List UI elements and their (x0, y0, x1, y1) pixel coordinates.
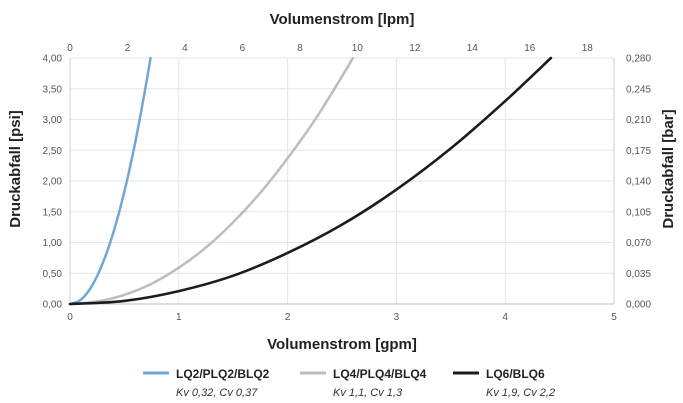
y-tick-label-right: 0,280 (626, 54, 651, 65)
x-tick-label-bottom: 5 (611, 312, 617, 323)
y-tick-label-left: 0,50 (43, 269, 63, 280)
series-line-lq6-blq6 (68, 56, 553, 306)
y-tick-label-right: 0,175 (626, 146, 651, 157)
x-axis-title-top: Volumenstrom [lpm] (270, 11, 415, 28)
legend-label-lq4-plq4-blq4: LQ4/PLQ4/BLQ4 (333, 367, 427, 381)
y-tick-label-right: 0,000 (626, 300, 651, 311)
legend-sublabel-lq6-blq6: Kv 1,9, Cv 2,2 (486, 387, 555, 399)
x-tick-label-top: 16 (524, 43, 536, 54)
x-tick-label-bottom: 4 (502, 312, 508, 323)
legend-label-lq6-blq6: LQ6/BLQ6 (486, 367, 545, 381)
y-tick-label-left: 2,00 (43, 177, 63, 188)
legend-label-lq2-plq2-blq2: LQ2/PLQ2/BLQ2 (176, 367, 270, 381)
y-tick-label-left: 3,00 (43, 115, 63, 126)
x-tick-label-top: 8 (297, 43, 303, 54)
series-line-lq2-plq2-blq2 (68, 56, 152, 306)
x-tick-label-top: 2 (125, 43, 131, 54)
x-tick-label-bottom: 2 (285, 312, 291, 323)
x-tick-label-top: 10 (352, 43, 364, 54)
x-tick-label-top: 18 (582, 43, 594, 54)
legend-sublabel-lq4-plq4-blq4: Kv 1,1, Cv 1,3 (333, 387, 403, 399)
series-line-lq4-plq4-blq4 (68, 56, 355, 306)
x-axis-title-bottom: Volumenstrom [gpm] (267, 336, 417, 353)
y-tick-label-left: 2,50 (43, 146, 63, 157)
x-tick-label-bottom: 1 (176, 312, 182, 323)
series-lines (68, 56, 553, 306)
y-tick-label-left: 0,00 (43, 300, 63, 311)
legend-sublabel-lq2-plq2-blq2: Kv 0,32, Cv 0,37 (176, 387, 258, 399)
axes: 0,00 0,000 0,50 0,035 1,00 0,070 1,50 0,105 2,00… (43, 43, 652, 323)
y-tick-label-left: 4,00 (43, 54, 63, 65)
y-tick-label-right: 0,210 (626, 115, 651, 126)
x-tick-label-top: 14 (467, 43, 479, 54)
x-tick-label-bottom: 0 (67, 312, 73, 323)
y-tick-label-left: 3,50 (43, 84, 63, 95)
y-axis-title-left: Druckabfall [psi] (7, 110, 24, 228)
y-tick-label-right: 0,070 (626, 238, 651, 249)
y-tick-label-right: 0,105 (626, 207, 651, 218)
y-axis-title-right: Druckabfall [bar] (660, 109, 677, 228)
y-tick-label-right: 0,245 (626, 84, 651, 95)
x-tick-label-top: 0 (67, 43, 73, 54)
y-tick-label-left: 1,00 (43, 238, 63, 249)
grid (69, 57, 615, 305)
legend: LQ2/PLQ2/BLQ2 Kv 0,32, Cv 0,37 LQ4/PLQ4/BL… (143, 367, 555, 399)
x-tick-label-bottom: 3 (394, 312, 400, 323)
x-tick-label-top: 6 (240, 43, 246, 54)
y-tick-label-right: 0,035 (626, 269, 651, 280)
x-tick-label-top: 12 (409, 43, 421, 54)
y-tick-label-right: 0,140 (626, 177, 651, 188)
y-tick-label-left: 1,50 (43, 207, 63, 218)
x-tick-label-top: 4 (182, 43, 188, 54)
